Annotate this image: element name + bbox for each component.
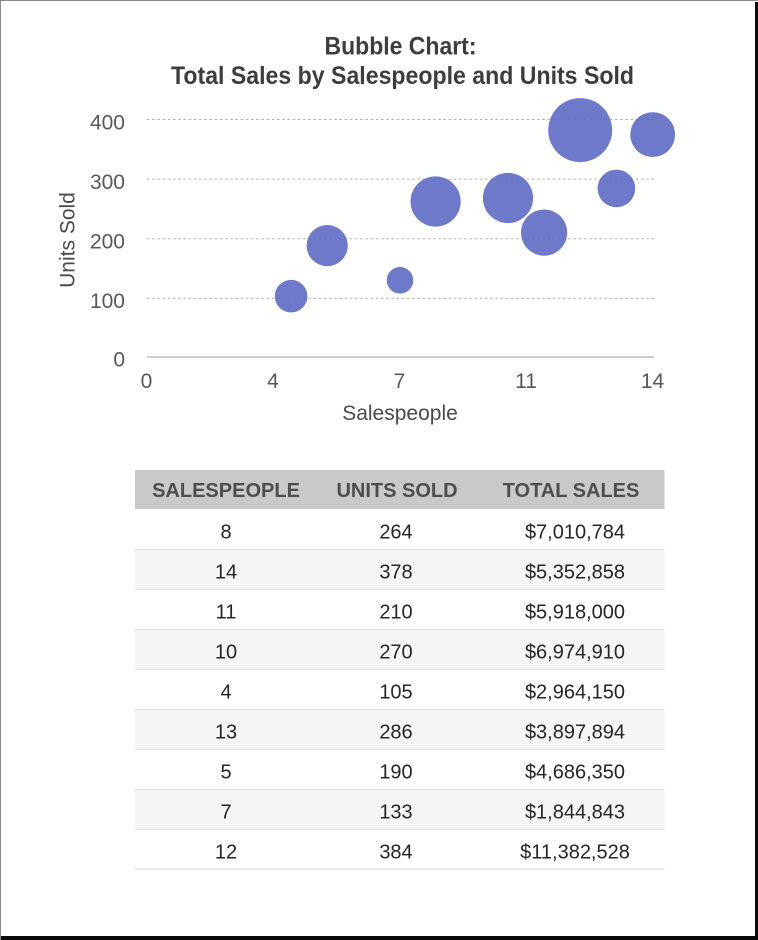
svg-text:384: 384: [379, 842, 412, 864]
svg-text:5: 5: [220, 762, 231, 784]
svg-text:$5,352,858: $5,352,858: [525, 562, 625, 584]
svg-text:300: 300: [90, 171, 125, 194]
svg-text:$2,964,150: $2,964,150: [525, 682, 625, 704]
svg-text:14: 14: [641, 370, 665, 393]
svg-text:$4,686,350: $4,686,350: [525, 762, 625, 784]
svg-text:210: 210: [379, 602, 412, 624]
svg-text:10: 10: [215, 642, 237, 664]
svg-text:12: 12: [215, 842, 237, 864]
svg-text:200: 200: [90, 231, 125, 254]
svg-text:$3,897,894: $3,897,894: [525, 722, 625, 744]
svg-text:7: 7: [220, 802, 231, 824]
svg-text:Bubble Chart:: Bubble Chart:: [325, 33, 477, 61]
svg-text:270: 270: [379, 642, 412, 664]
svg-text:14: 14: [215, 562, 237, 584]
svg-text:$11,382,528: $11,382,528: [520, 842, 630, 864]
svg-text:378: 378: [379, 562, 412, 584]
svg-text:UNITS SOLD: UNITS SOLD: [336, 480, 457, 502]
svg-text:$7,010,784: $7,010,784: [525, 522, 625, 544]
svg-text:264: 264: [379, 522, 412, 544]
svg-text:0: 0: [141, 370, 153, 393]
svg-text:190: 190: [379, 762, 412, 784]
svg-text:133: 133: [379, 802, 412, 824]
svg-text:400: 400: [90, 112, 125, 135]
svg-text:4: 4: [267, 370, 279, 393]
svg-text:Salespeople: Salespeople: [342, 402, 458, 425]
svg-text:7: 7: [394, 370, 406, 393]
svg-text:8: 8: [220, 522, 231, 544]
svg-text:100: 100: [90, 290, 125, 313]
svg-text:11: 11: [216, 602, 237, 624]
svg-text:0: 0: [113, 349, 125, 372]
svg-text:Total Sales by Salespeople and: Total Sales by Salespeople and Units Sol…: [171, 62, 634, 90]
svg-text:TOTAL SALES: TOTAL SALES: [503, 480, 640, 502]
svg-text:105: 105: [379, 682, 412, 704]
svg-text:$1,844,843: $1,844,843: [525, 802, 625, 824]
svg-text:SALESPEOPLE: SALESPEOPLE: [152, 480, 300, 502]
svg-text:$5,918,000: $5,918,000: [525, 602, 625, 624]
svg-text:13: 13: [215, 722, 237, 744]
svg-text:$6,974,910: $6,974,910: [525, 642, 625, 664]
svg-text:Units Sold: Units Sold: [57, 192, 80, 288]
svg-text:286: 286: [379, 722, 412, 744]
svg-text:11: 11: [515, 370, 537, 393]
svg-text:4: 4: [220, 682, 231, 704]
